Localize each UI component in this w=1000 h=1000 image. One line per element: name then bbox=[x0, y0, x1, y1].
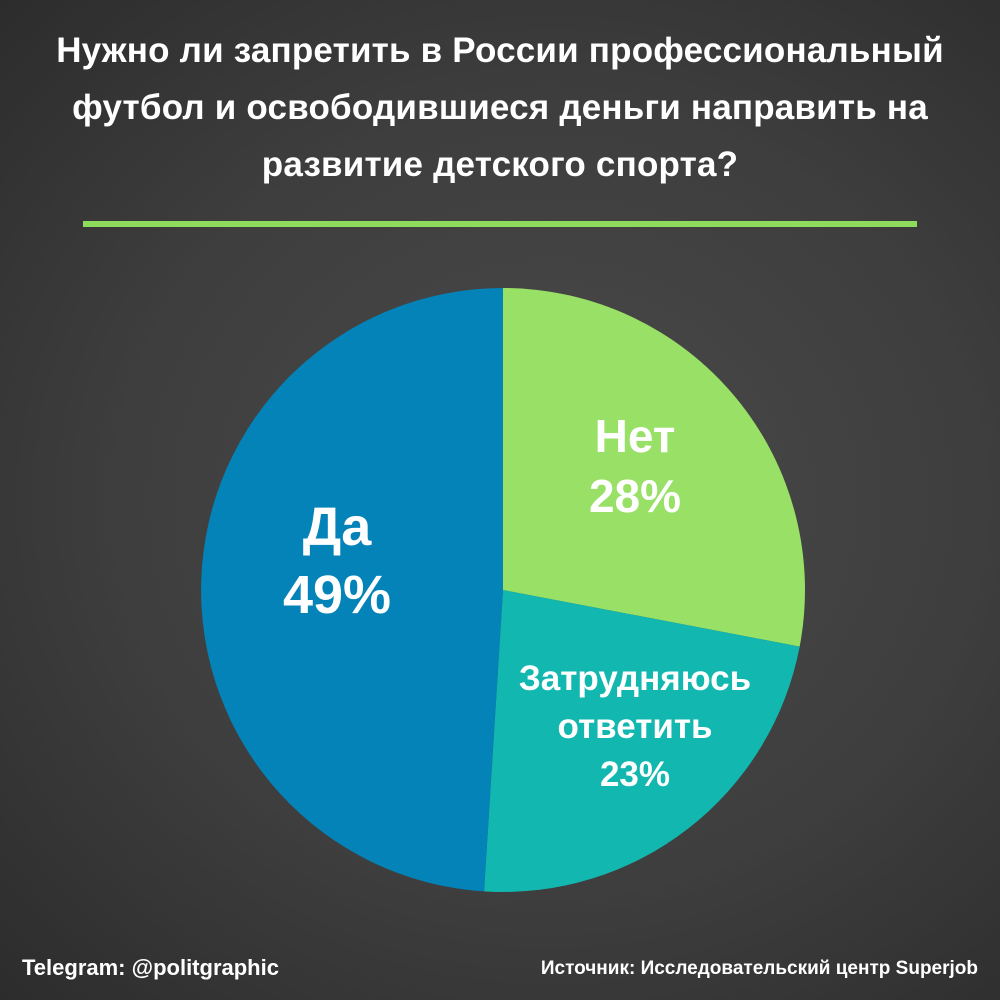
slice-value: 23% bbox=[600, 755, 670, 794]
slice-name-line: Затрудняюсь bbox=[519, 659, 751, 698]
pie-labels: Нет 28% Затрудняюсь ответить 23% Да 49% bbox=[283, 410, 751, 794]
slice-label-2: Затрудняюсь ответить 23% bbox=[519, 659, 751, 794]
telegram-credit: Telegram: @politgraphic bbox=[22, 955, 279, 980]
pie-slices bbox=[201, 288, 805, 892]
pie-slice-1 bbox=[503, 288, 805, 647]
slice-name-line: Да bbox=[303, 497, 372, 557]
slice-label-1: Нет 28% bbox=[589, 410, 681, 522]
slice-name-line: Нет bbox=[595, 410, 676, 462]
slice-name-line: ответить bbox=[557, 707, 712, 746]
chart-title: Нужно ли запретить в России профессионал… bbox=[56, 31, 944, 184]
pie-slice-3 bbox=[201, 288, 503, 892]
pie-slice-2 bbox=[484, 590, 800, 892]
title-divider bbox=[83, 221, 917, 227]
slice-value: 28% bbox=[589, 470, 681, 522]
source-credit: Источник: Исследовательский центр Superj… bbox=[540, 958, 978, 979]
slice-label-3: Да 49% bbox=[283, 497, 391, 625]
slice-value: 49% bbox=[283, 565, 391, 625]
